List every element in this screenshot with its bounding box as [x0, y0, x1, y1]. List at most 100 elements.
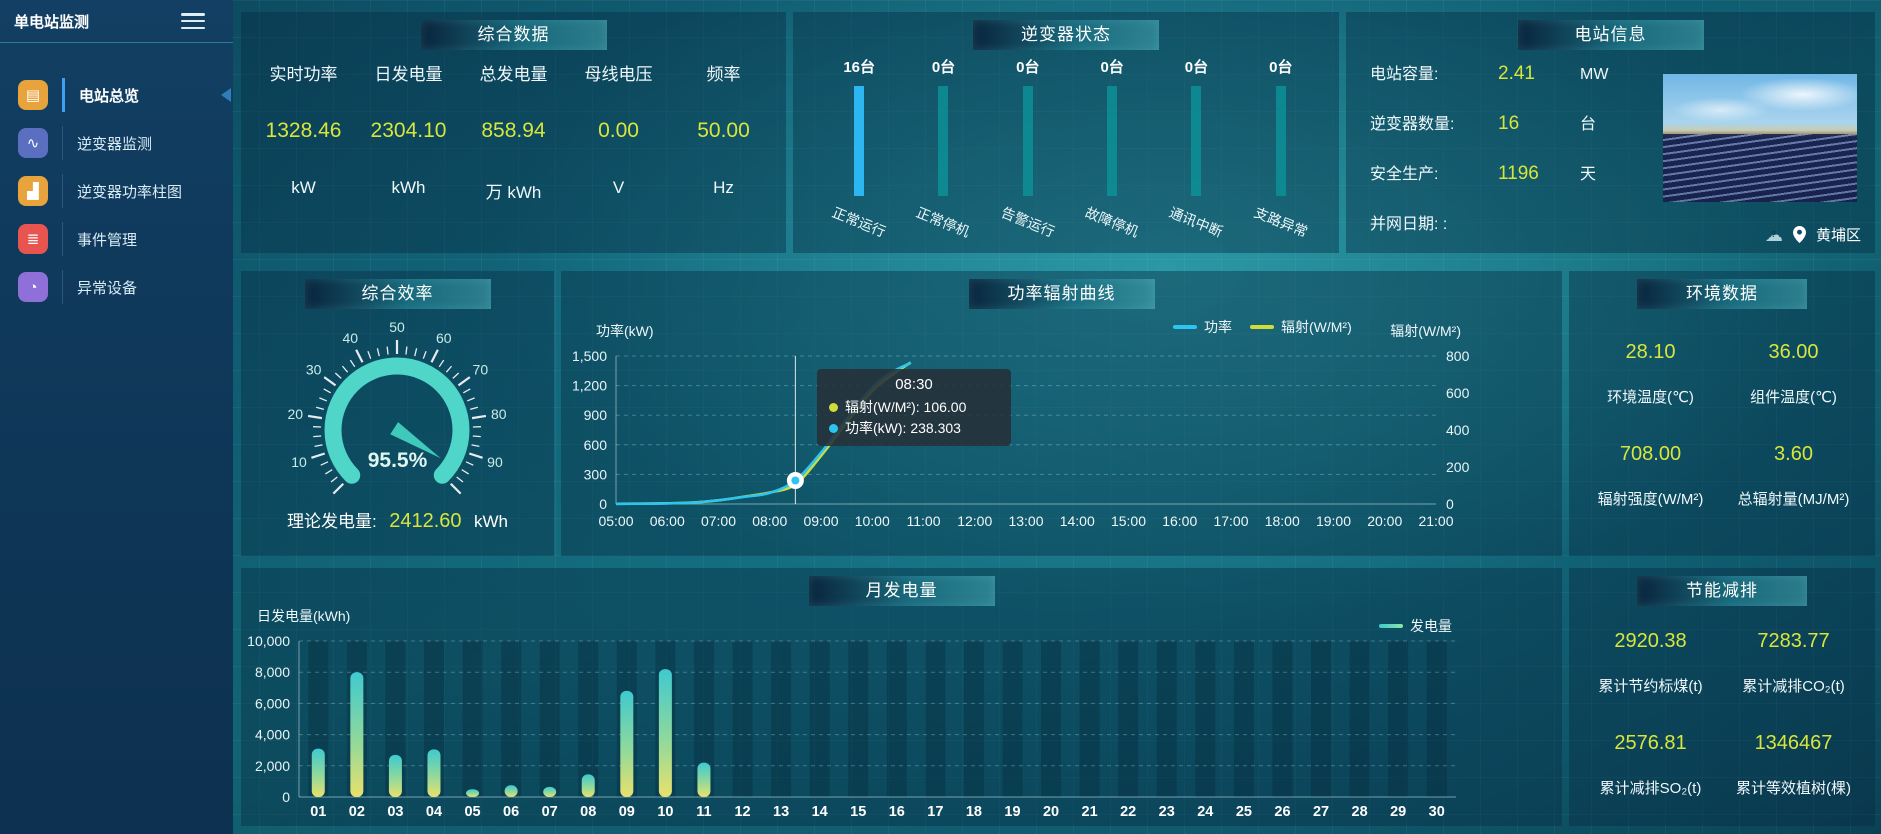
- sidebar-item-station-overview[interactable]: ▤ 电站总览: [0, 71, 233, 119]
- metric-total-energy: 总发电量 858.94 万 kWh: [461, 60, 566, 203]
- metric-realtime-power: 实时功率 1328.46 kW: [251, 60, 356, 203]
- panel-title-badge: 月发电量: [808, 576, 995, 606]
- svg-text:0: 0: [282, 789, 290, 805]
- svg-text:08: 08: [580, 804, 596, 820]
- menu-divider: [62, 126, 63, 160]
- svg-text:28: 28: [1352, 804, 1368, 820]
- tooltip-radiation-row: 辐射(W/M²): 106.00: [829, 397, 999, 418]
- row-unit: MW: [1580, 66, 1609, 83]
- status-count: 0台: [1184, 59, 1209, 76]
- svg-text:22: 22: [1120, 804, 1136, 820]
- svg-text:10: 10: [657, 804, 673, 820]
- svg-text:10:00: 10:00: [855, 513, 890, 529]
- environment-grid: 28.10 环境温度(℃) 36.00 组件温度(℃) 708.00 辐射强度(…: [1579, 327, 1865, 523]
- sidebar-item-inverter-power-chart[interactable]: ▟ 逆变器功率柱图: [0, 167, 233, 215]
- panel-energy-saving: 节能减排 2920.38 累计节约标煤(t) 7283.77 累计减排CO₂(t…: [1569, 568, 1875, 826]
- theoretical-energy: 理论发电量: 2412.60 kWh: [241, 507, 554, 533]
- panel-monthly-energy: 月发电量 0 2,000 4,000 6,000 8,000 10,000 01 02 03 04…: [241, 568, 1562, 826]
- svg-text:15: 15: [850, 804, 866, 820]
- svg-text:400: 400: [1446, 422, 1470, 438]
- row-value: 16: [1498, 113, 1520, 134]
- status-label: 正常停机: [914, 204, 973, 240]
- power-radiation-chart: 0 300 600 900 1,200 1,500 0 200 400 600 800 05:00 06…: [572, 348, 1470, 529]
- legend-radiation[interactable]: 辐射(W/M²): [1250, 317, 1352, 337]
- sidebar-item-label: 异常设备: [77, 279, 138, 297]
- metric-unit: kW: [291, 178, 316, 197]
- radiation-dot-icon: [829, 403, 838, 412]
- svg-text:17: 17: [927, 804, 943, 820]
- svg-text:27: 27: [1313, 804, 1329, 820]
- efficiency-gauge: 0102030405060708090100: [267, 315, 527, 495]
- weather-cloud-icon[interactable]: ☁?: [1764, 224, 1783, 245]
- tooltip-time: 08:30: [895, 376, 933, 393]
- legend-energy-mark: [1379, 624, 1403, 628]
- status-bar: [1022, 86, 1033, 196]
- svg-text:26: 26: [1274, 804, 1290, 820]
- status-count: 0台: [1269, 59, 1293, 76]
- sidebar-item-abnormal-devices[interactable]: ◔ 异常设备: [0, 263, 233, 311]
- svg-text:19:00: 19:00: [1316, 513, 1351, 529]
- chart-tooltip: 08:30 辐射(W/M²): 106.00 功率(kW): 238.303: [817, 369, 1011, 446]
- svg-text:18:00: 18:00: [1265, 513, 1300, 529]
- station-info-rows: 电站容量: 2.41 MW 逆变器数量: 16 台 安全生产: 1196 天 并…: [1370, 60, 1670, 259]
- status-bar: [1275, 86, 1286, 196]
- svg-text:20: 20: [287, 406, 303, 422]
- metric-unit: kWh: [391, 178, 426, 197]
- svg-text:50: 50: [389, 319, 405, 335]
- status-label: 支路异常: [1251, 204, 1310, 240]
- footer-unit: kWh: [473, 512, 508, 531]
- panel-title-badge: 电站信息: [1517, 20, 1704, 50]
- svg-text:1,200: 1,200: [572, 378, 607, 394]
- status-bar: [854, 86, 865, 196]
- svg-text:23: 23: [1159, 804, 1175, 820]
- sidebar-item-label: 事件管理: [77, 231, 138, 249]
- row-unit: 天: [1580, 166, 1597, 183]
- saving-coal: 2920.38 累计节约标煤(t): [1598, 630, 1703, 695]
- sidebar-item-label: 电站总览: [79, 87, 140, 105]
- status-count: 16台: [843, 59, 875, 76]
- metric-bus-voltage: 母线电压 0.00 V: [566, 60, 671, 203]
- row-label: 安全生产:: [1370, 166, 1439, 183]
- status-bar: [1107, 86, 1118, 196]
- legend-power[interactable]: 功率: [1173, 317, 1232, 337]
- svg-text:0: 0: [599, 496, 607, 512]
- svg-text:20:00: 20:00: [1367, 513, 1402, 529]
- sidebar-item-inverter-monitor[interactable]: ∿ 逆变器监测: [0, 119, 233, 167]
- metric-label: 实时功率: [269, 65, 338, 84]
- collapse-arrow-icon[interactable]: [221, 88, 231, 102]
- svg-text:18: 18: [966, 804, 982, 820]
- status-count: 0台: [1100, 59, 1124, 76]
- saving-grid: 2920.38 累计节约标煤(t) 7283.77 累计减排CO₂(t) 257…: [1579, 616, 1865, 812]
- svg-text:11:00: 11:00: [907, 513, 941, 529]
- svg-text:20: 20: [1043, 804, 1059, 820]
- location-pin-icon[interactable]: [1793, 226, 1806, 243]
- env-total-radiation: 3.60 总辐射量(MJ/M²): [1737, 443, 1850, 508]
- svg-text:800: 800: [1446, 348, 1470, 364]
- station-footer: ☁? 黄埔区: [1765, 224, 1861, 245]
- inverter-status-fault-shutdown: 0台 故障停机: [1070, 56, 1154, 240]
- status-count: 0台: [931, 59, 956, 76]
- svg-text:10,000: 10,000: [247, 633, 290, 649]
- panel-power-radiation-curve: 功率辐射曲线 0 300 600 900 1,200 1,500 0 200 400 600 800…: [561, 271, 1562, 556]
- power-dot-icon: [829, 424, 838, 433]
- svg-text:90: 90: [487, 454, 503, 470]
- sidebar-item-event-management[interactable]: ≣ 事件管理: [0, 215, 233, 263]
- hamburger-menu-icon[interactable]: [181, 13, 205, 29]
- legend-radiation-mark: [1250, 325, 1274, 329]
- panel-summary-data: 综合数据 实时功率 1328.46 kW 日发电量 2304.10 kWh 总发…: [241, 12, 786, 253]
- monthly-legend: 发电量: [1379, 616, 1452, 636]
- svg-text:30: 30: [306, 361, 322, 377]
- menu-divider: [62, 78, 65, 112]
- y2-axis-title: 辐射(W/M²): [1390, 323, 1461, 339]
- metric-unit: Hz: [713, 178, 734, 197]
- metric-value: 0.00: [598, 119, 639, 142]
- svg-text:300: 300: [584, 466, 608, 482]
- inverter-status-branch-abnormal: 0台 支路异常: [1239, 56, 1323, 240]
- row-value: 1196: [1498, 163, 1539, 184]
- svg-text:08:00: 08:00: [752, 513, 787, 529]
- svg-text:60: 60: [436, 330, 452, 346]
- metric-unit: 万 kWh: [485, 183, 542, 202]
- svg-text:14: 14: [812, 804, 828, 820]
- legend-energy[interactable]: 发电量: [1379, 616, 1452, 636]
